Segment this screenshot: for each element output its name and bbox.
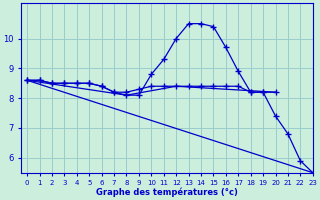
X-axis label: Graphe des températures (°c): Graphe des températures (°c) xyxy=(96,188,238,197)
